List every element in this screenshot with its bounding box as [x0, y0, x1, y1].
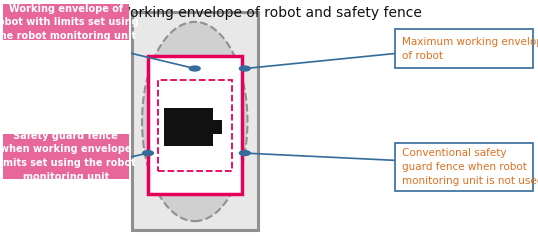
Circle shape — [189, 66, 200, 71]
FancyBboxPatch shape — [3, 4, 129, 40]
FancyBboxPatch shape — [164, 108, 213, 146]
FancyBboxPatch shape — [132, 12, 258, 230]
FancyBboxPatch shape — [3, 134, 129, 179]
FancyBboxPatch shape — [395, 143, 533, 191]
Circle shape — [143, 151, 153, 156]
Text: Conventional safety
guard fence when robot
monitoring unit is not used: Conventional safety guard fence when rob… — [402, 148, 538, 186]
FancyBboxPatch shape — [395, 29, 533, 68]
Circle shape — [239, 151, 250, 156]
FancyBboxPatch shape — [148, 56, 242, 194]
Text: Safety guard fence
when working envelope
limits set using the robot
monitoring u: Safety guard fence when working envelope… — [0, 131, 136, 182]
Text: Maximum working envelope
of robot: Maximum working envelope of robot — [402, 37, 538, 61]
Ellipse shape — [142, 22, 247, 221]
FancyBboxPatch shape — [199, 120, 222, 134]
Text: Working envelope of robot and safety fence: Working envelope of robot and safety fen… — [117, 6, 421, 20]
Text: Working envelope of
robot with limits set using
the robot monitoring unit: Working envelope of robot with limits se… — [0, 3, 139, 41]
Circle shape — [239, 66, 250, 71]
